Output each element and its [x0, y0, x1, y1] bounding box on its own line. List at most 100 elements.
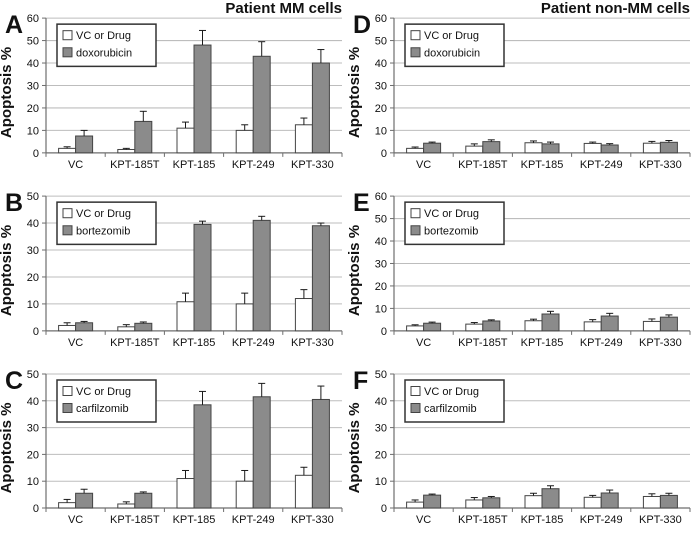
legend-swatch-vc: [410, 208, 421, 219]
legend-label-vc: VC or Drug: [76, 30, 131, 42]
drug-bar: [75, 135, 94, 154]
y-tick-label: 40: [27, 396, 39, 408]
legend-swatch-vc: [410, 30, 421, 41]
y-tick-label: 50: [375, 214, 387, 226]
y-tick-label: 0: [33, 148, 39, 160]
legend-swatch-vc: [410, 386, 421, 396]
legend-box: [404, 379, 505, 423]
x-category-label: KPT-185T: [110, 159, 160, 171]
vc-bar: [235, 129, 254, 154]
legend-label-vc: VC or Drug: [424, 386, 479, 398]
y-tick-label: 30: [27, 423, 39, 435]
legend-label-drug: carfilzomib: [424, 403, 477, 415]
legend-label-vc: VC or Drug: [76, 208, 131, 220]
panel-B: 0 10 20 30 40 50 VC KPT-185T KPT-185 KPT-249 KPT-3…: [0, 178, 348, 356]
vc-bar: [235, 303, 254, 332]
legend-label-drug: bortezomib: [76, 225, 130, 237]
y-tick-label: 30: [375, 80, 387, 92]
y-tick-label: 0: [33, 503, 39, 515]
vc-bar: [58, 324, 77, 332]
column-title: Patient MM cells: [225, 0, 342, 17]
legend-swatch-drug: [410, 403, 421, 413]
drug-bar: [482, 141, 501, 154]
drug-bar: [193, 404, 212, 509]
vc-bar: [176, 127, 195, 154]
x-category-label: KPT-330: [291, 514, 334, 526]
vc-bar: [176, 301, 195, 332]
vc-bar: [117, 148, 136, 154]
panel-letter: C: [5, 367, 23, 395]
y-tick-label: 10: [375, 303, 387, 315]
drug-bar: [600, 315, 619, 332]
legend-label-drug: doxorubicin: [76, 47, 132, 59]
x-category-label: VC: [68, 514, 83, 526]
y-tick-label: 10: [375, 125, 387, 137]
panel-letter: F: [353, 367, 368, 395]
x-category-label: KPT-330: [639, 514, 682, 526]
x-category-label: KPT-185: [173, 159, 216, 171]
x-category-label: VC: [68, 337, 83, 349]
chart-panel-E: 0 10 20 30 40 50 60 VC KPT-185T KPT-185 KPT-249 KPT…: [348, 189, 691, 349]
y-tick-label: 60: [375, 191, 387, 203]
drug-bar: [134, 492, 153, 509]
drug-bar: [311, 62, 330, 154]
y-axis-title: Apoptosis %: [348, 403, 363, 494]
x-category-label: VC: [68, 159, 83, 171]
x-category-label: KPT-249: [232, 514, 275, 526]
legend-box: [56, 201, 157, 246]
legend-label-vc: VC or Drug: [424, 30, 479, 42]
y-axis-title: Apoptosis %: [0, 225, 15, 316]
drug-bar: [659, 494, 678, 509]
legend-swatch-vc: [62, 208, 73, 219]
vc-bar: [524, 495, 543, 509]
x-category-label: KPT-185: [521, 514, 564, 526]
vc-bar: [406, 325, 425, 332]
drug-bar: [193, 44, 212, 154]
y-tick-label: 60: [375, 13, 387, 25]
y-tick-label: 40: [375, 236, 387, 248]
vc-bar: [58, 502, 77, 509]
panel-E: 0 10 20 30 40 50 60 VC KPT-185T KPT-185 KPT-249 KPT…: [348, 178, 696, 356]
y-tick-label: 0: [381, 503, 387, 515]
legend-swatch-drug: [62, 47, 73, 58]
x-category-label: KPT-185: [173, 337, 216, 349]
drug-bar: [541, 143, 560, 154]
x-category-label: KPT-330: [291, 159, 334, 171]
legend-box: [404, 23, 505, 68]
x-category-label: KPT-185: [173, 514, 216, 526]
y-tick-label: 40: [375, 58, 387, 70]
vc-bar: [117, 326, 136, 332]
drug-bar: [423, 322, 442, 332]
legend-swatch-drug: [410, 225, 421, 236]
vc-bar: [583, 321, 602, 332]
x-category-label: KPT-185T: [110, 337, 160, 349]
drug-bar: [423, 142, 442, 154]
y-tick-label: 40: [27, 218, 39, 230]
drug-bar: [252, 55, 271, 154]
drug-bar: [134, 120, 153, 154]
drug-bar: [252, 219, 271, 332]
vc-bar: [465, 499, 484, 509]
y-axis-title: Apoptosis %: [0, 403, 15, 494]
y-tick-label: 40: [27, 58, 39, 70]
y-tick-label: 10: [27, 476, 39, 488]
y-tick-label: 10: [27, 125, 39, 137]
panel-letter: E: [353, 189, 370, 217]
chart-panel-B: 0 10 20 30 40 50 VC KPT-185T KPT-185 KPT-249 KPT-3…: [0, 189, 343, 349]
legend-swatch-vc: [62, 30, 73, 41]
x-category-label: VC: [416, 159, 431, 171]
legend-label-vc: VC or Drug: [424, 208, 479, 220]
x-category-label: KPT-249: [580, 337, 623, 349]
panel-A: 0 10 20 30 40 50 60 VC KPT-185T KPT-185 KPT-249 KPT…: [0, 0, 348, 178]
vc-bar: [294, 474, 313, 509]
vc-bar: [465, 323, 484, 332]
legend-label-drug: doxorubicin: [424, 47, 480, 59]
panel-letter: D: [353, 11, 371, 39]
legend-swatch-drug: [410, 47, 421, 58]
legend-label-drug: bortezomib: [424, 225, 478, 237]
legend-box: [404, 201, 505, 246]
y-tick-label: 50: [27, 191, 39, 203]
drug-bar: [541, 488, 560, 509]
panel-F: 0 10 20 30 40 50 VC KPT-185T KPT-185 KPT-249 KPT-3…: [348, 356, 696, 533]
vc-bar: [524, 320, 543, 332]
